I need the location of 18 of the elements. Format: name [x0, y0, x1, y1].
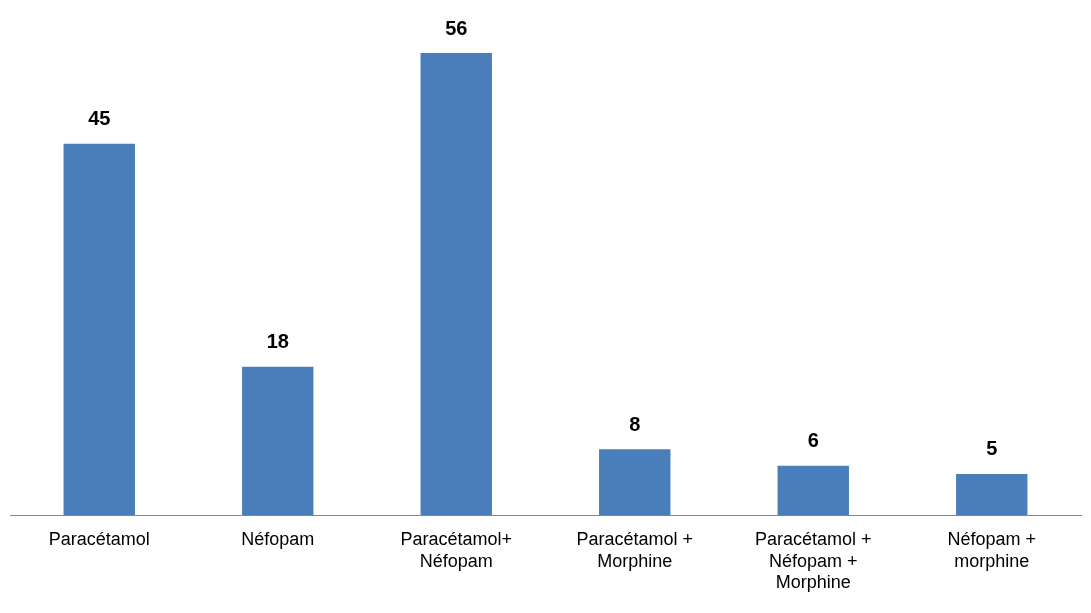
bar	[956, 473, 1028, 516]
data-label: 45	[88, 107, 111, 130]
data-label: 18	[266, 330, 289, 353]
x-tick-label: Néfopam	[241, 528, 315, 549]
bar	[242, 366, 314, 516]
data-label: 56	[445, 16, 468, 39]
bar	[63, 143, 135, 516]
x-tick-label: Paracétamol + Néfopam + Morphine	[754, 528, 872, 593]
x-tick-label: Paracétamol	[48, 528, 150, 549]
x-tick-label: Néfopam + morphine	[947, 528, 1037, 571]
bar	[420, 53, 492, 516]
data-label: 5	[986, 437, 998, 460]
bar	[777, 465, 849, 516]
data-label: 6	[807, 429, 819, 452]
x-tick-label: Paracétamol+ Néfopam	[400, 528, 513, 571]
bar	[599, 449, 671, 516]
data-label: 8	[629, 412, 641, 435]
x-tick-label: Paracétamol + Morphine	[576, 528, 694, 571]
